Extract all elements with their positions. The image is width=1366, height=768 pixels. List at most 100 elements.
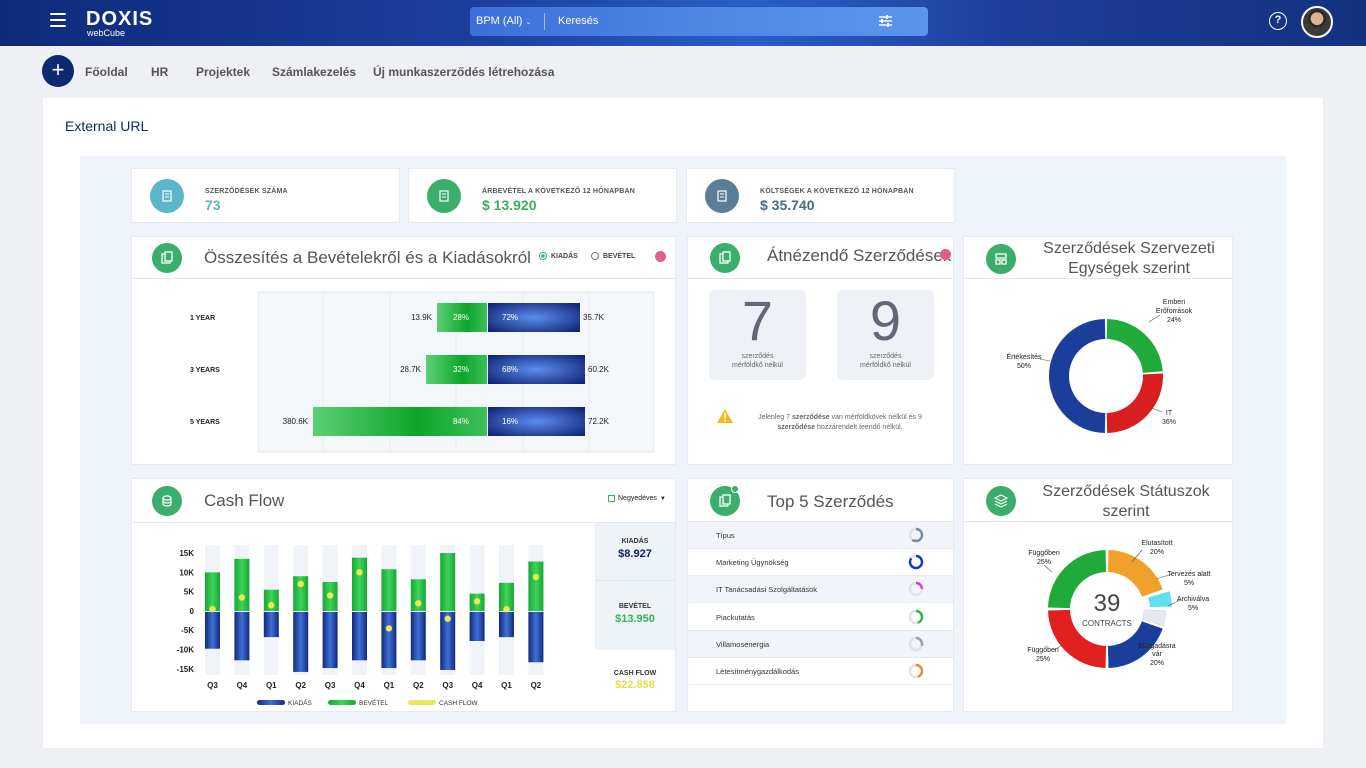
donut-slice: [1106, 319, 1163, 373]
y-tick: 5K: [184, 588, 194, 597]
side-label: BEVÉTEL: [618, 603, 652, 610]
summary-card: Összesítés a Bevételekről és a Kiadásokr…: [131, 236, 676, 465]
row-indicator: [908, 609, 924, 630]
status-title: Szerződések Státuszok szerint: [1042, 483, 1210, 520]
table-row[interactable]: Marketing Ügynökség: [688, 549, 953, 577]
table-row[interactable]: Villamosenergia: [688, 630, 953, 658]
warning-part: hozzárendelt teendő nélkül.: [815, 424, 903, 431]
row-label: Marketing Ügynökség: [716, 558, 789, 568]
row-label: Piackutatás: [716, 612, 755, 622]
x-tick: Q1: [266, 681, 277, 690]
filter-settings-icon[interactable]: [878, 14, 893, 28]
x-tick: Q4: [354, 681, 365, 690]
slice-label: Elutasított 20%: [1141, 540, 1172, 556]
nav-item-fooldal[interactable]: Főoldal: [85, 65, 128, 79]
share-label: 84%: [453, 417, 469, 426]
x-tick: Q2: [413, 681, 424, 690]
nav-item-hr[interactable]: HR: [151, 65, 169, 79]
kpi-card[interactable]: ÁRBEVÉTEL A KÖVETKEZŐ 12 HÓNAPBAN $ 13.92…: [408, 168, 677, 223]
contracts-icon: [150, 179, 184, 213]
orgunits-icon: [986, 244, 1016, 274]
kpi-label: ÁRBEVÉTEL A KÖVETKEZŐ 12 HÓNAPBAN: [482, 188, 635, 195]
scope-dropdown[interactable]: BPM (All) ⌄: [476, 15, 531, 27]
legend-swatch: [257, 700, 285, 705]
value-label: 13.9K: [411, 313, 433, 322]
bar-bevetel: [426, 355, 487, 384]
period-dropdown[interactable]: Negyedéves ▼: [608, 495, 666, 502]
top5-card: Top 5 Szerződés Típus Marketing Ügynökség…: [687, 478, 954, 712]
slice-label: IT 36%: [1162, 410, 1176, 426]
kpi-value: $ 13.920: [482, 197, 537, 213]
category-label: 1 YEAR: [190, 315, 215, 322]
page-title: External URL: [65, 118, 149, 134]
menu-icon[interactable]: [50, 13, 66, 27]
kpi-card[interactable]: SZERZŐDÉSEK SZÁMA 73: [131, 168, 400, 223]
slice-label: Archiválva 5%: [1177, 596, 1209, 612]
slice-label: Emberi Erőforrások 24%: [1156, 299, 1193, 324]
progress-ring-icon: [908, 582, 924, 597]
cashflow-side: KIADÁS $8.927 BEVÉTEL $13.950 CASH FLOW …: [595, 523, 675, 711]
legend-radio-icon: [591, 252, 599, 260]
kpi-card[interactable]: KÖLTSÉGEK A KÖVETKEZŐ 12 HÓNAPBAN $ 35.74…: [686, 168, 955, 223]
bar-bevetel: [528, 561, 544, 611]
bar-kiadas: [410, 612, 426, 661]
row-indicator: [908, 636, 924, 657]
bar-bevetel: [263, 589, 279, 611]
nav-item-projektek[interactable]: Projektek: [196, 65, 251, 79]
bar-bevetel: [234, 558, 250, 611]
divider: [132, 278, 675, 279]
x-tick: Q4: [237, 681, 248, 690]
avatar[interactable]: [1301, 6, 1333, 38]
cashflow-point: [238, 594, 246, 601]
warning-icon: [717, 409, 733, 423]
warning-text: Jelenleg 7 szerződése van mérföldkövek n…: [740, 413, 940, 433]
cashflow-point: [503, 605, 510, 613]
cashflow-card: Cash Flow Negyedéves ▼ 15K 10K 5K 0 -5K -10K -1…: [131, 478, 676, 712]
review-card: Átnézendő Szerződések 7 szerződés mérföl…: [687, 236, 954, 465]
legend-swatch: [328, 700, 356, 705]
bar-bevetel: [410, 579, 426, 611]
chevron-down-icon: ⌄: [525, 19, 532, 26]
period-label: Negyedéves: [618, 495, 657, 502]
side-label: CASH FLOW: [613, 670, 657, 677]
divider: [964, 521, 1232, 522]
search-bar[interactable]: BPM (All) ⌄ Keresés: [470, 7, 928, 36]
value-label: 72.2K: [588, 417, 610, 426]
revenue-icon: [427, 179, 461, 213]
bar-bevetel: [352, 557, 367, 611]
divider: [688, 521, 953, 522]
share-label: 72%: [502, 313, 518, 322]
row-indicator: [908, 527, 924, 548]
nav-item-szamlakezeles[interactable]: Számlakezelés: [272, 65, 357, 79]
side-kiadas: KIADÁS $8.927: [595, 523, 675, 580]
review-box-1[interactable]: 7 szerződés mérföldkő nélkül: [709, 290, 806, 380]
table-row[interactable]: IT Tanácsadási Szolgáltatások: [688, 576, 953, 604]
x-tick: Q3: [325, 681, 336, 690]
review-box-2[interactable]: 9 szerződés mérföldkő nélkül: [837, 290, 934, 380]
add-button[interactable]: +: [42, 55, 74, 87]
category-label: 5 YEARS: [190, 419, 220, 426]
legend-bevetel[interactable]: BEVÉTEL: [591, 252, 635, 260]
row-label: IT Tanácsadási Szolgáltatások: [716, 585, 818, 595]
search-input[interactable]: Keresés: [558, 15, 599, 27]
bar-kiadas: [488, 355, 585, 384]
y-tick: -15K: [177, 665, 195, 674]
center-value: 39: [1094, 590, 1121, 617]
progress-ring-icon: [908, 609, 924, 624]
nav-item-uj-munkaszerzodes[interactable]: Új munkaszerződés létrehozása: [373, 65, 555, 79]
bar-bevetel: [293, 576, 309, 611]
search-divider: [544, 13, 545, 30]
table-header: Típus: [688, 522, 953, 549]
x-tick: Q2: [295, 681, 306, 690]
review-number: 9: [869, 289, 902, 352]
status-chart: 39 CONTRACTS Elutasított 20% Tervezés alatt 5…: [1027, 540, 1211, 668]
help-icon[interactable]: ?: [1269, 12, 1287, 30]
table-row[interactable]: Piackutatás: [688, 603, 953, 631]
logo[interactable]: DOXIS webCube: [86, 9, 153, 38]
bar-kiadas: [488, 407, 585, 436]
share-label: 32%: [453, 365, 469, 374]
legend-kiadas[interactable]: KIADÁS: [539, 252, 578, 260]
review-number: 7: [741, 289, 774, 352]
side-label: KIADÁS: [621, 538, 649, 545]
table-row[interactable]: Létesítménygazdálkodás: [688, 658, 953, 685]
